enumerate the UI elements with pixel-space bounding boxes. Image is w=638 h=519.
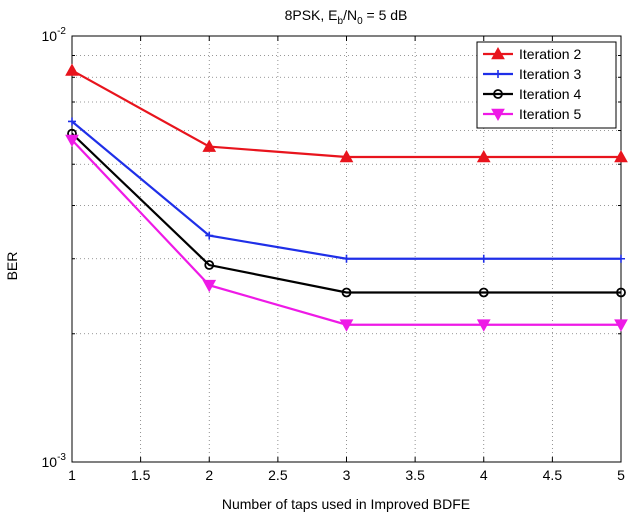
data-point (479, 254, 488, 263)
x-tick-label: 1 (68, 467, 76, 483)
x-axis-label: Number of taps used in Improved BDFE (222, 496, 470, 512)
x-tick-label: 5 (617, 467, 625, 483)
legend: Iteration 2 Iteration 3 Iteration 4 Iterati… (476, 41, 617, 129)
legend-label: Iteration 3 (519, 66, 581, 82)
series-3 (68, 117, 625, 263)
data-point (202, 139, 217, 152)
legend-marker (491, 46, 505, 60)
data-point (65, 63, 79, 76)
data-point (68, 117, 76, 126)
data-point (65, 134, 79, 148)
data-point (614, 319, 628, 332)
series-line (71, 120, 621, 260)
x-tick-label: 4 (480, 467, 488, 483)
legend-marker (493, 89, 503, 99)
x-tick-label: 2 (205, 467, 213, 483)
data-point (205, 231, 214, 240)
data-point (478, 287, 489, 298)
x-tick-label: 2.5 (268, 467, 288, 483)
legend-label: Iteration 5 (519, 106, 581, 122)
x-tick-label: 3 (343, 467, 351, 483)
legend-label: Iteration 4 (519, 86, 581, 102)
x-tick-label: 3.5 (405, 467, 425, 483)
data-point (339, 319, 354, 332)
data-point (342, 254, 351, 263)
series-5 (65, 134, 628, 332)
grid (72, 36, 621, 462)
y-tick-label: 10-3 (42, 452, 67, 470)
legend-marker (491, 108, 505, 122)
series-2 (65, 63, 628, 163)
x-tick-label: 1.5 (131, 467, 151, 483)
axis-ticks: 1 1.5 2 2.5 3 3.5 4 4.5 5 10-3 10-2 (42, 26, 626, 483)
data-point (202, 279, 217, 293)
y-axis-label: BER (4, 252, 20, 281)
chart-title: 8PSK, Eb/N0 = 5 dB (285, 7, 408, 27)
series-line (71, 132, 621, 294)
series-4 (67, 128, 626, 298)
legend-marker (494, 70, 502, 78)
data-point (616, 287, 626, 298)
legend-label: Iteration 2 (519, 46, 581, 62)
data-point (204, 260, 215, 270)
data-point (476, 149, 491, 163)
data-point (614, 149, 628, 163)
y-tick-label: 10-2 (42, 26, 67, 44)
data-point (341, 287, 352, 298)
x-tick-label: 4.5 (543, 467, 563, 483)
data-point (339, 149, 354, 163)
data-point (617, 254, 625, 263)
series-layer (65, 63, 628, 332)
data-point (476, 319, 491, 332)
